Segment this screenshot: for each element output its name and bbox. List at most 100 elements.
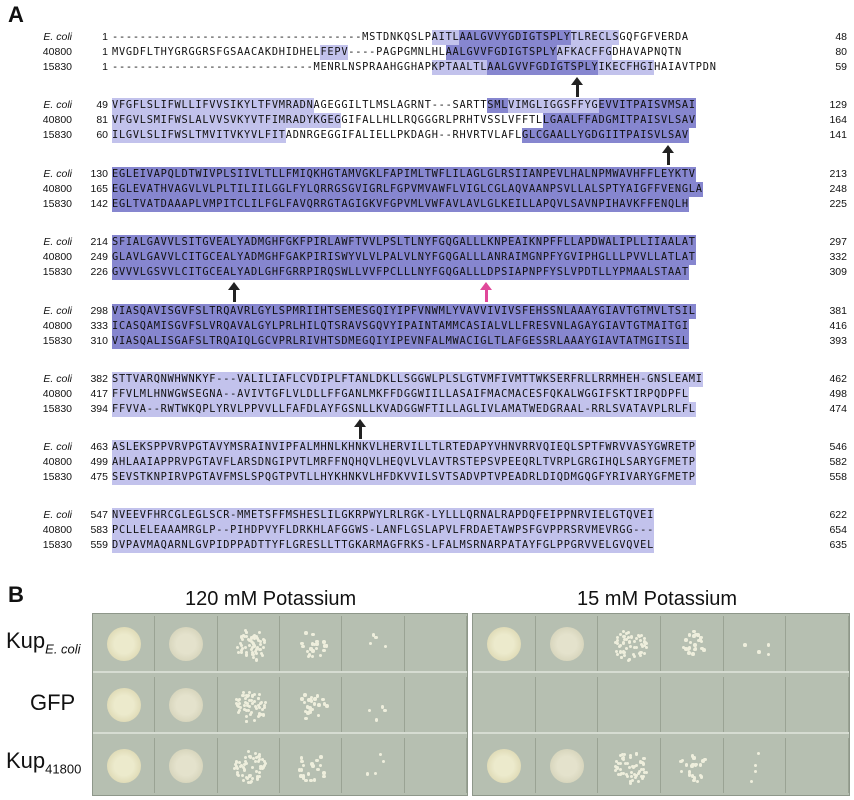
sequence-segment: VIMGLIGGSFFYG	[508, 98, 599, 113]
dilution-spot	[724, 677, 787, 732]
sequence: SFIALGAVVLSITGVEALYADMGHFGKFPIRLAWFTVVLP…	[112, 235, 696, 250]
species-label: E. coli	[43, 509, 72, 521]
sequence-segment: AGRNT---SARTT	[396, 99, 488, 111]
sequence-segment: LGAALFF	[542, 113, 592, 128]
species-label: E. coli	[43, 31, 72, 43]
species-label: 15830	[42, 403, 72, 415]
end-position: 558	[829, 471, 847, 483]
sequence-segment: PKDAGH--RHVRTVLAFL	[396, 129, 523, 141]
sequence: FFVLMLHNWGWSEGNA--AVIVTGFLVLDLLFFGANLMKF…	[112, 387, 689, 402]
sequence-segment: GLAVLGAVVLCITGCEALYADMGHFGAKPIRISWYVLVLP…	[112, 250, 696, 265]
start-position: 1	[102, 31, 108, 43]
plate-15mm-potassium	[472, 613, 850, 796]
alignment-row: 40800 417 FFVLMLHNWGWSEGNA--AVIVTGFLVLDLLF…	[6, 387, 851, 402]
start-position: 463	[90, 441, 108, 453]
species-label: 40800	[42, 456, 72, 468]
dilution-spot	[661, 616, 724, 671]
sequence-segment: EGLEIVAPQLDTWIVPLSIIVLTLLFMIQKHGTAMVGKLF…	[112, 167, 696, 182]
sequence: VIASQAVISGVFSLTRQAVRLGYLSPMRIIHTSEMESGQI…	[112, 304, 696, 319]
sequence: EGLEIVAPQLDTWIVPLSIIVLTLLFMIQKHGTAMVGKLF…	[112, 167, 696, 182]
sequence-segment: AITL	[431, 30, 460, 45]
sequence: GVVVLGSVVLCITGCEALYADLGHFGRRPIRQSWLLVVFP…	[112, 265, 689, 280]
sequence-segment: VFGVLSMIFWSLALVVSVKY	[112, 113, 251, 128]
sequence-segment: GQFGFVERDA	[619, 31, 689, 43]
sequence: PCLLELEAAAMRGLP--PIHDPVYFLDRKHLAFGGWS-LA…	[112, 523, 655, 538]
alignment-row: E. coli 214 SFIALGAVVLSITGVEALYADMGHFGKFPI…	[6, 235, 851, 250]
alignment-block: E. coli 214 SFIALGAVVLSITGVEALYADMGHFGKFPI…	[6, 235, 851, 280]
alignment-block: E. coli 463 ASLEKSPPVRVPGTAVYMSRAINVIPFALM…	[6, 440, 851, 485]
dilution-spot	[786, 616, 849, 671]
sequence-segment: ASLEKSPPVRVPGTAVYMSRAINVIPFALMHNLKHNKVLH…	[112, 440, 696, 455]
strain-label-kup-41800: Kup41800	[6, 748, 82, 777]
start-position: 81	[96, 114, 108, 126]
species-label: 40800	[42, 114, 72, 126]
plate-lane	[473, 677, 849, 734]
alignment-row: E. coli 130 EGLEIVAPQLDTWIVPLSIIVLTLLFMIQK…	[6, 167, 851, 182]
alignment-row: 40800 333 ICASQAMISGVFSLVRQAVALGYLPRLHILQT…	[6, 319, 851, 334]
sequence: VFGVLSMIFWSLALVVSVKYVTFIMRADYKGEGGIFALLH…	[112, 113, 696, 128]
dilution-spot	[405, 677, 467, 732]
sequence: ASLEKSPPVRVPGTAVYMSRAINVIPFALMHNLKHNKVLH…	[112, 440, 696, 455]
start-position: 142	[90, 198, 108, 210]
dilution-spot	[786, 738, 849, 793]
alignment-row: 15830 1 -----------------------------MENRL…	[6, 60, 851, 75]
sequence: NVEEVFHRCGLEGLSCR-MMETSFFMSHESLILGKRPWYL…	[112, 508, 655, 523]
start-position: 333	[90, 320, 108, 332]
dilution-spot	[342, 616, 405, 671]
dilution-spot	[93, 738, 156, 793]
sequence-segment: NVEEVFHRCGLEGLSCR-MMETSFFMSHESLILGKRPWYL…	[112, 508, 655, 523]
end-position: 164	[829, 114, 847, 126]
sequence: MVGDFLTHYGRGGRSFGSAACAKDHIDHELFEPV----PA…	[112, 45, 682, 60]
sequence: VIASQALISGAFSLTRQAIQLGCVPRLRIVHTSDMEGQIY…	[112, 334, 689, 349]
strain-label-gfp: GFP	[30, 690, 76, 715]
alignment-row: 15830 60 ILGVLSLIFWSLTMVITVKYVLFITADNRGEGG…	[6, 128, 851, 143]
end-position: 635	[829, 539, 847, 551]
sequence-segment: ADGMITPAISVLSAV	[591, 113, 696, 128]
alignment-row: E. coli 1 --------------------------------…	[6, 30, 851, 45]
sequence-segment: DVPAVMAQARNLGVPIDPPADTTYFLGRESLLTTGKARMA…	[112, 538, 655, 553]
start-position: 1	[102, 46, 108, 58]
dilution-spot	[405, 738, 467, 793]
alignment-row: E. coli 463 ASLEKSPPVRVPGTAVYMSRAINVIPFALM…	[6, 440, 851, 455]
end-position: 129	[829, 99, 847, 111]
sequence: ------------------------------------MSTD…	[112, 30, 689, 45]
dilution-spot	[405, 616, 467, 671]
dilution-spot	[280, 616, 343, 671]
dilution-spot	[724, 738, 787, 793]
dilution-spot	[93, 677, 156, 732]
plate-lane	[93, 616, 467, 673]
plate-120mm-potassium	[92, 613, 468, 796]
alignment-row: E. coli 49 VFGFLSLIFWLLIFVVSIKYLTFVMRADNAG…	[6, 98, 851, 113]
end-position: 654	[829, 524, 847, 536]
dilution-spot	[342, 738, 405, 793]
sequence-segment: SML	[487, 98, 509, 113]
sequence-segment: SEVSTKNPIRVPGTAVFMSLSPQGTPVTLLHYKHNKVLHF…	[112, 470, 696, 485]
sequence-segment: GIFALLHLLRQGGGRLPRH	[341, 114, 474, 126]
sequence-segment: GLCGAALL	[522, 128, 578, 143]
sequence: FFVVA--RWTWKQPLYRVLPPVVLLFAFDLAYFGSNLLKV…	[112, 402, 696, 417]
dilution-spot	[598, 616, 661, 671]
start-position: 214	[90, 236, 108, 248]
dilution-spot	[786, 677, 849, 732]
sequence-segment: VFGFLSLIFWLLIFVVSIKY	[112, 98, 251, 113]
sequence-segment: ICASQAMISGVFSLVRQAVALGYLPRLHILQTSRAVSGQV…	[112, 319, 689, 334]
sequence-segment: IKECFHGI	[598, 60, 655, 75]
start-position: 165	[90, 183, 108, 195]
start-position: 382	[90, 373, 108, 385]
species-label: E. coli	[43, 99, 72, 111]
dilution-spot	[93, 616, 156, 671]
start-position: 298	[90, 305, 108, 317]
sequence: VFGFLSLIFWLLIFVVSIKYLTFVMRADNAGEGGILTLMS…	[112, 98, 696, 113]
dilution-spot	[473, 738, 536, 793]
end-position: 141	[829, 129, 847, 141]
dilution-spot	[536, 677, 599, 732]
dilution-spot	[473, 616, 536, 671]
plate-title-120mm: 120 mM Potassium	[185, 588, 357, 610]
dilution-spot	[598, 677, 661, 732]
alignment-row: 15830 559 DVPAVMAQARNLGVPIDPPADTTYFLGRESLL…	[6, 538, 851, 553]
start-position: 226	[90, 266, 108, 278]
alignment-row: 15830 142 EGLTVATDAAAPLVMPITCLILFGLFAVQRRG…	[6, 197, 851, 212]
alignment-row: E. coli 547 NVEEVFHRCGLEGLSCR-MMETSFFMSHES…	[6, 508, 851, 523]
sequence-segment: AALGVVFGDIGTSPLY	[445, 45, 557, 60]
species-label: 40800	[42, 320, 72, 332]
